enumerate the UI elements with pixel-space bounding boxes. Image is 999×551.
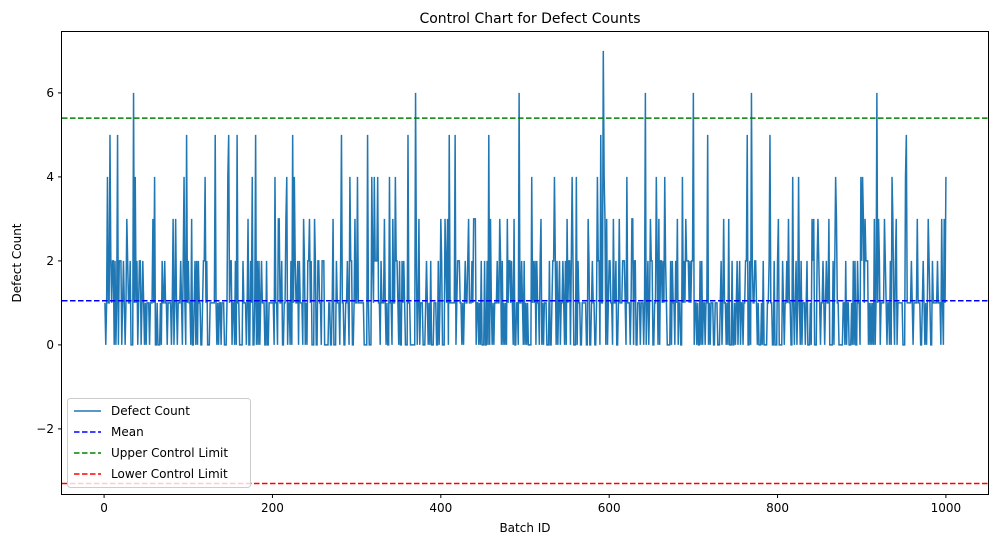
defect-count-line [104,50,947,346]
y-axis: −2 0 2 4 6 [36,86,62,436]
legend-entry-defect-count: Defect Count [111,404,190,418]
x-tick-label: 200 [261,501,284,515]
x-tick-label: 1000 [931,501,962,515]
y-tick-label: 0 [46,338,54,352]
y-tick-label: 4 [46,170,54,184]
legend-entry-mean: Mean [111,425,144,439]
plot-frame [61,31,989,495]
x-tick-label: 600 [598,501,621,515]
x-tick-label: 400 [429,501,452,515]
chart-title: Control Chart for Defect Counts [419,11,640,27]
legend: Defect Count Mean Upper Control Limit Lower… [67,398,251,488]
y-tick-label: 6 [46,86,54,100]
y-axis-label: Defect Count [10,223,24,302]
x-axis: 0 200 400 600 800 1000 [100,494,961,515]
legend-entry-lower-control-limit: Lower Control Limit [111,467,228,481]
legend-box [67,398,251,488]
y-tick-label: −2 [36,422,54,436]
x-tick-label: 0 [100,501,108,515]
y-tick-label: 2 [46,254,54,268]
x-tick-label: 800 [766,501,789,515]
legend-entry-upper-control-limit: Upper Control Limit [111,446,228,460]
x-axis-label: Batch ID [499,521,550,535]
